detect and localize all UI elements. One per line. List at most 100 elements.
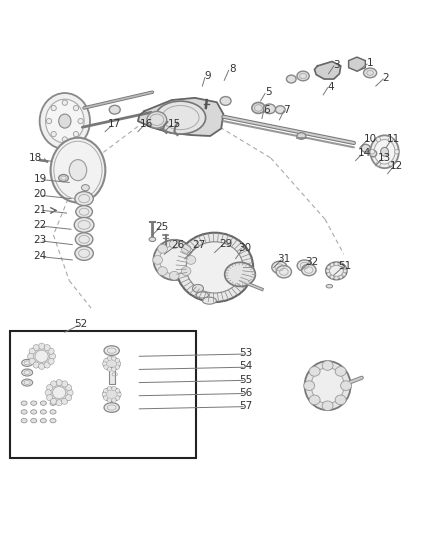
Circle shape <box>115 365 120 369</box>
Circle shape <box>326 269 329 273</box>
Circle shape <box>73 106 78 111</box>
Circle shape <box>62 100 67 106</box>
Text: 3: 3 <box>333 60 340 70</box>
Circle shape <box>107 367 112 372</box>
Ellipse shape <box>329 265 343 277</box>
Text: 1: 1 <box>367 58 374 68</box>
Circle shape <box>117 361 121 366</box>
Circle shape <box>342 273 346 276</box>
Polygon shape <box>138 98 223 136</box>
Ellipse shape <box>335 367 346 376</box>
Ellipse shape <box>364 68 377 78</box>
Text: 10: 10 <box>364 134 377 144</box>
Text: 6: 6 <box>263 104 270 115</box>
Circle shape <box>102 392 106 397</box>
Text: 18: 18 <box>29 153 42 163</box>
Ellipse shape <box>305 361 351 410</box>
Ellipse shape <box>149 237 155 241</box>
Text: 26: 26 <box>171 240 184 251</box>
Text: 13: 13 <box>378 153 391 163</box>
Ellipse shape <box>196 292 208 298</box>
Text: 25: 25 <box>155 222 169 232</box>
Ellipse shape <box>76 206 92 218</box>
Circle shape <box>46 118 52 124</box>
Ellipse shape <box>103 357 120 370</box>
Text: 9: 9 <box>205 71 212 81</box>
Ellipse shape <box>170 271 179 280</box>
Ellipse shape <box>153 240 195 280</box>
Ellipse shape <box>46 99 84 143</box>
Circle shape <box>33 344 39 351</box>
Text: 20: 20 <box>34 189 47 199</box>
Text: 15: 15 <box>168 119 181 129</box>
Ellipse shape <box>31 401 37 405</box>
Ellipse shape <box>322 361 333 370</box>
Text: 17: 17 <box>108 119 121 129</box>
Ellipse shape <box>326 262 347 280</box>
Ellipse shape <box>335 395 346 405</box>
Text: 8: 8 <box>229 63 236 74</box>
Ellipse shape <box>47 382 71 403</box>
Circle shape <box>39 364 45 369</box>
Ellipse shape <box>381 147 389 156</box>
Ellipse shape <box>158 245 167 253</box>
Ellipse shape <box>21 379 32 386</box>
Ellipse shape <box>322 401 333 410</box>
Circle shape <box>339 263 343 266</box>
Ellipse shape <box>21 418 27 423</box>
Ellipse shape <box>21 359 32 366</box>
Circle shape <box>73 132 78 137</box>
Circle shape <box>330 263 334 266</box>
Text: 23: 23 <box>34 235 47 245</box>
Ellipse shape <box>21 410 27 414</box>
Text: 21: 21 <box>34 205 47 215</box>
Bar <box>109 367 115 384</box>
Ellipse shape <box>225 262 255 286</box>
Text: 31: 31 <box>277 254 290 264</box>
Circle shape <box>48 358 54 365</box>
Text: 2: 2 <box>382 73 389 83</box>
Circle shape <box>104 365 108 369</box>
Ellipse shape <box>147 111 166 128</box>
Circle shape <box>327 273 331 276</box>
Circle shape <box>62 137 67 142</box>
Circle shape <box>66 384 72 391</box>
Circle shape <box>48 348 54 354</box>
Text: 56: 56 <box>240 387 253 398</box>
Ellipse shape <box>297 133 306 139</box>
Ellipse shape <box>301 264 316 276</box>
Ellipse shape <box>40 418 46 423</box>
Circle shape <box>44 362 50 368</box>
Circle shape <box>61 381 67 387</box>
Ellipse shape <box>186 242 243 293</box>
Ellipse shape <box>181 245 191 253</box>
Ellipse shape <box>75 191 93 206</box>
Ellipse shape <box>21 369 32 376</box>
Polygon shape <box>349 57 365 71</box>
Circle shape <box>67 390 73 395</box>
Text: 52: 52 <box>74 319 88 329</box>
Text: 57: 57 <box>240 401 253 411</box>
Circle shape <box>107 386 112 391</box>
Text: 32: 32 <box>305 257 318 267</box>
Ellipse shape <box>193 285 203 292</box>
Ellipse shape <box>309 395 320 405</box>
Ellipse shape <box>50 410 56 414</box>
Ellipse shape <box>202 297 216 304</box>
Circle shape <box>44 344 50 351</box>
Circle shape <box>56 400 62 406</box>
Ellipse shape <box>75 233 93 246</box>
Text: 5: 5 <box>265 87 272 97</box>
Circle shape <box>339 275 343 279</box>
Ellipse shape <box>272 261 287 273</box>
Circle shape <box>376 161 381 166</box>
Circle shape <box>51 106 57 111</box>
Ellipse shape <box>304 381 314 391</box>
Circle shape <box>29 348 35 354</box>
Ellipse shape <box>311 368 344 403</box>
Ellipse shape <box>309 367 320 376</box>
Ellipse shape <box>159 246 189 274</box>
Text: 54: 54 <box>240 361 253 372</box>
Ellipse shape <box>286 75 296 83</box>
Circle shape <box>116 389 120 393</box>
